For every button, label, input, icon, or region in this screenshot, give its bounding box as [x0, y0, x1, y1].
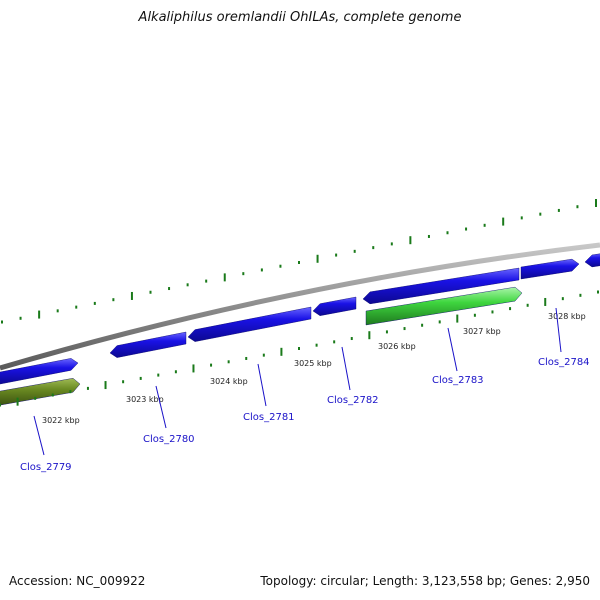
gene-label[interactable]: Clos_2783 — [432, 375, 484, 386]
scale-label: 3027 kbp — [463, 327, 501, 336]
map-title: Alkaliphilus oremlandii OhILAs, complete… — [138, 10, 462, 25]
scale-label: 3022 kbp — [42, 416, 80, 425]
gene-label[interactable]: Clos_2779 — [20, 462, 72, 473]
genome-backbone — [0, 242, 600, 371]
gene-labels: Clos_2779 Clos_2780 Clos_2781 Clos_2782 Clos… — [20, 307, 590, 473]
genome-summary-text: Topology: circular; Length: 3,123,558 bp… — [260, 574, 590, 588]
accession-text: Accession: NC_009922 — [9, 574, 146, 588]
scale-label: 3023 kbp — [126, 395, 164, 404]
scale-label: 3026 kbp — [378, 342, 416, 351]
gene-arrow-clos-2782 — [312, 296, 357, 316]
scale-label: 3028 kbp — [548, 312, 586, 321]
gene-label[interactable]: Clos_2782 — [327, 395, 379, 406]
gene-arrow-clos-2784 — [520, 258, 580, 280]
gene-arrow-olive — [0, 378, 81, 406]
outer-tick-ring — [1, 199, 597, 324]
gene-arrow-clos-2781 — [187, 306, 312, 342]
forward-strand-genes — [0, 253, 600, 385]
gene-leader-line — [155, 385, 167, 429]
gene-leader-line — [33, 415, 45, 456]
gene-leader-line — [341, 346, 351, 391]
scale-label: 3025 kbp — [294, 359, 332, 368]
gene-label[interactable]: Clos_2780 — [143, 434, 195, 445]
gene-arrow-clos-2779 — [0, 358, 79, 385]
gene-leader-line — [555, 307, 562, 353]
inner-tick-ring — [0, 290, 599, 407]
gene-arrow-forward-a — [362, 267, 520, 305]
gene-label[interactable]: Clos_2784 — [538, 357, 590, 368]
gene-arrow-clos-2783 — [365, 286, 523, 326]
gene-arrow-forward-b — [584, 253, 600, 268]
scale-labels: 3022 kbp 3023 kbp 3024 kbp 3025 kbp 3026 kbp… — [42, 312, 586, 425]
gene-arrow-clos-2780 — [109, 331, 187, 358]
scale-label: 3024 kbp — [210, 377, 248, 386]
gene-leader-line — [257, 363, 267, 407]
reverse-strand-genes — [0, 286, 523, 406]
gene-label[interactable]: Clos_2781 — [243, 412, 295, 423]
gene-leader-line — [447, 327, 458, 372]
